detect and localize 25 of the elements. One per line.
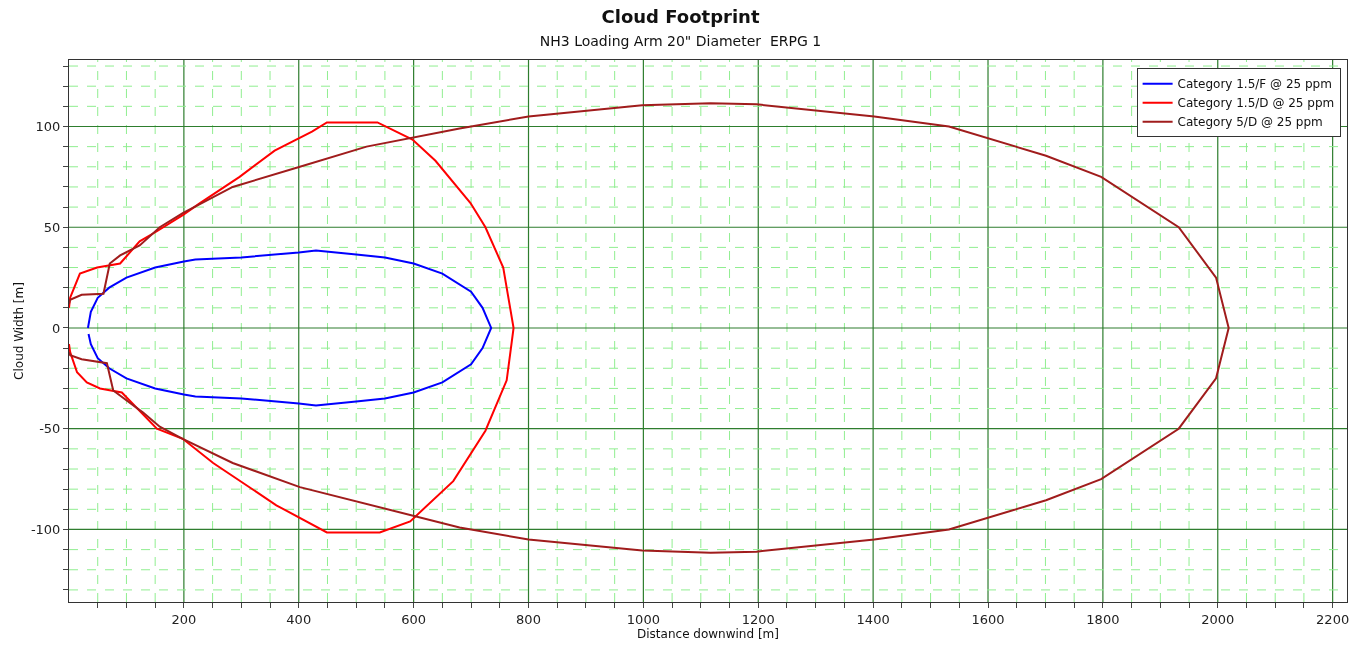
y-tick-label: 100 (35, 119, 61, 135)
x-axis-title: Distance downwind [m] (637, 627, 779, 642)
x-tick-label: 2200 (1316, 611, 1350, 627)
legend-label: Category 5/D @ 25 ppm (1177, 115, 1323, 130)
x-tick-label: 400 (286, 611, 312, 627)
y-tick-label: -100 (30, 522, 61, 538)
x-tick-label: 200 (171, 611, 197, 627)
line-series (69, 121, 515, 534)
chart-subtitle: NH3 Loading Arm 20" Diameter ERPG 1 (539, 33, 822, 50)
x-tick-label: 1800 (1086, 611, 1120, 627)
x-tick-label: 1400 (856, 611, 890, 627)
y-tick-label: 0 (52, 320, 61, 336)
x-tick-label: 600 (401, 611, 427, 627)
x-tick-label: 800 (516, 611, 541, 627)
x-tick-label: 2000 (1201, 611, 1235, 627)
line-series (86, 249, 493, 407)
x-tick-label: 1000 (626, 611, 660, 627)
y-axis-title: Cloud Width [m] (12, 282, 27, 380)
y-tick-label: -50 (39, 421, 61, 437)
x-tick-label: 1600 (971, 611, 1005, 627)
legend-label: Category 1.5/F @ 25 ppm (1177, 77, 1332, 92)
legend-label: Category 1.5/D @ 25 ppm (1177, 96, 1335, 111)
chart-title: Cloud Footprint (601, 5, 760, 27)
x-tick-label: 1200 (741, 611, 775, 627)
y-tick-label: 50 (43, 219, 61, 235)
